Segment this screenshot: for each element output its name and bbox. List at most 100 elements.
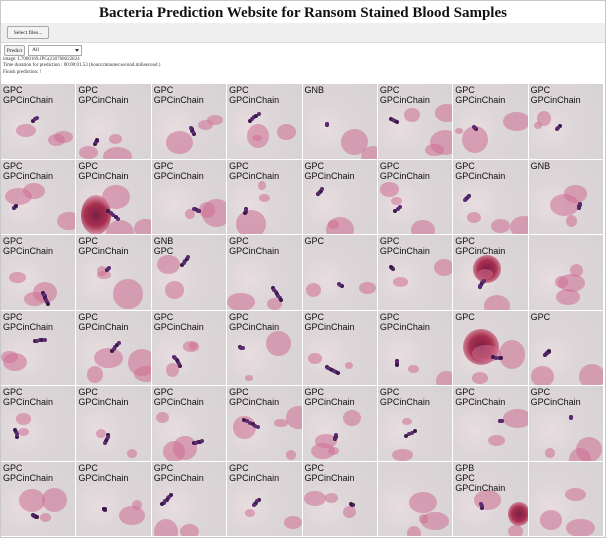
prediction-tile[interactable]: GPC GPCinChain <box>1 159 76 234</box>
prediction-tile[interactable]: GPC GPCinChain <box>1 84 76 159</box>
prediction-tile[interactable]: GPC GPCinChain <box>453 159 528 234</box>
prediction-tile[interactable] <box>377 461 453 536</box>
cell-blob <box>106 220 135 234</box>
prediction-label: GPCinChain <box>3 170 54 181</box>
prediction-tile[interactable]: GPC GPCinChain <box>227 461 302 536</box>
prediction-tile[interactable]: GPC GPCinChain <box>227 386 302 461</box>
cell-blob <box>498 339 526 369</box>
prediction-label: GPCinChain <box>153 321 204 332</box>
prediction-label: GPC <box>379 160 400 171</box>
prediction-tile[interactable]: GPC GPCinChain <box>227 84 302 159</box>
prediction-label: GPC <box>153 387 174 397</box>
prediction-label: GPC <box>153 160 174 171</box>
cell-blob <box>404 108 421 123</box>
prediction-tile[interactable]: GPC GPCinChain <box>302 159 377 234</box>
bacteria-dot <box>497 419 502 424</box>
prediction-tile[interactable]: GPC GPCinChain <box>76 386 151 461</box>
prediction-tile[interactable]: GNB <box>302 84 377 159</box>
cell-blob <box>434 259 453 277</box>
cell-blob <box>227 292 255 310</box>
cell-blob <box>306 283 322 297</box>
prediction-tile[interactable]: GPC GPCinChain <box>377 84 453 159</box>
bacteria-dot <box>279 297 284 302</box>
prediction-label: GPC <box>78 236 98 246</box>
cell-blob <box>285 450 296 460</box>
tile-prediction-labels: GPC GPCinChain <box>78 312 128 332</box>
prediction-tile[interactable]: GPC GPCinChain <box>1 461 76 536</box>
cell-blob <box>113 279 143 310</box>
tile-prediction-labels: GPC GPCinChain <box>229 387 279 407</box>
prediction-tile[interactable]: GPC GPCinChain <box>76 84 151 159</box>
prediction-tile[interactable]: GPC GPCinChain <box>1 235 76 310</box>
prediction-tile[interactable]: GPC GPCinChain <box>377 310 453 385</box>
prediction-tile[interactable]: GPC GPCinChain <box>151 159 227 234</box>
cell-blob <box>246 123 269 148</box>
bacteria-dot <box>272 287 277 292</box>
bacteria-dot <box>499 356 504 361</box>
cell-blob <box>173 435 197 461</box>
prediction-tile[interactable]: GPC GPCinChain <box>151 461 227 536</box>
prediction-label: GPCinChain <box>455 246 506 256</box>
cell-blob <box>128 349 151 376</box>
prediction-tile[interactable]: GPC GPCinChain <box>151 310 227 385</box>
tile-prediction-labels: GPC GPCinChain <box>229 85 279 105</box>
cell-blob <box>97 270 111 279</box>
prediction-tile[interactable]: GNB <box>528 159 603 234</box>
prediction-label: GPCinChain <box>304 321 355 332</box>
prediction-tile[interactable]: GPC GPCinChain <box>453 84 528 159</box>
prediction-tile[interactable]: GPC <box>453 310 528 385</box>
prediction-label: GPCinChain <box>530 95 581 105</box>
prediction-tile[interactable]: GPC GPCinChain <box>227 235 302 310</box>
prediction-tile[interactable]: GPC GPCinChain <box>227 310 302 385</box>
prediction-tile[interactable]: GPC GPCinChain <box>1 310 76 385</box>
class-filter-value: All <box>32 47 40 53</box>
prediction-tile[interactable]: GPB GPC GPCinChain <box>453 461 528 536</box>
prediction-tile[interactable] <box>528 235 603 310</box>
prediction-tile[interactable]: GPC GPCinChain <box>76 461 151 536</box>
prediction-label: GPC <box>229 387 249 397</box>
prediction-label: GPCinChain <box>379 321 430 332</box>
prediction-tile[interactable]: GPC GPCinChain <box>528 386 603 461</box>
predict-button[interactable]: Predict <box>4 45 25 56</box>
prediction-tile[interactable]: GPC GPCinChain <box>302 310 377 385</box>
bacteria-dot <box>174 358 179 363</box>
prediction-tile[interactable] <box>528 461 603 536</box>
prediction-tile[interactable]: GPC GPCinChain <box>151 84 227 159</box>
prediction-label: GPC <box>530 311 551 322</box>
prediction-tile[interactable]: GPC GPCinChain <box>377 386 453 461</box>
prediction-tile[interactable]: GPC GPCinChain <box>227 159 302 234</box>
cell-blob <box>18 488 46 513</box>
cell-blob <box>155 411 170 423</box>
prediction-tile[interactable]: GPC GPCinChain <box>453 386 528 461</box>
bacteria-dot <box>35 338 40 343</box>
prediction-tile[interactable]: GPC GPCinChain <box>377 235 453 310</box>
prediction-tile[interactable]: GPC <box>302 235 377 310</box>
cell-blob <box>408 364 420 373</box>
prediction-tile[interactable]: GPC GPCinChain <box>302 386 377 461</box>
tile-prediction-labels: GPC GPCinChain <box>380 236 430 256</box>
prediction-label: GPC <box>78 85 98 95</box>
class-filter-select[interactable]: All <box>28 45 82 56</box>
prediction-tile[interactable]: GPC GPCinChain <box>76 235 151 310</box>
cell-blob <box>461 126 489 154</box>
prediction-tile[interactable]: GPC GPCinChain <box>76 310 151 385</box>
select-files-button[interactable]: Select files... <box>7 26 49 39</box>
prediction-label: GPC <box>3 462 23 473</box>
bacteria-dot <box>183 259 188 264</box>
prediction-label: GPCinChain <box>78 95 129 105</box>
prediction-tile[interactable]: GPC GPCinChain <box>302 461 377 536</box>
prediction-tile[interactable]: GPC <box>528 310 603 385</box>
prediction-tile[interactable]: GPC GPCinChain <box>1 386 76 461</box>
prediction-tile[interactable]: GNB GPC <box>151 235 227 310</box>
tile-prediction-labels: GPC GPCinChain <box>305 387 355 407</box>
prediction-tile[interactable]: GPC GPCinChain <box>151 386 227 461</box>
prediction-tile[interactable]: GPC GPCinChain <box>528 84 603 159</box>
bacteria-dot <box>479 502 484 507</box>
cell-blob <box>570 264 584 277</box>
prediction-label: GPC <box>153 311 174 322</box>
cell-blob <box>39 513 51 522</box>
prediction-tile[interactable]: GPC GPCinChain <box>377 159 453 234</box>
cell-blob <box>207 114 223 125</box>
prediction-tile[interactable]: GPC GPCinChain <box>76 159 151 234</box>
prediction-tile[interactable]: GPC GPCinChain <box>453 235 528 310</box>
